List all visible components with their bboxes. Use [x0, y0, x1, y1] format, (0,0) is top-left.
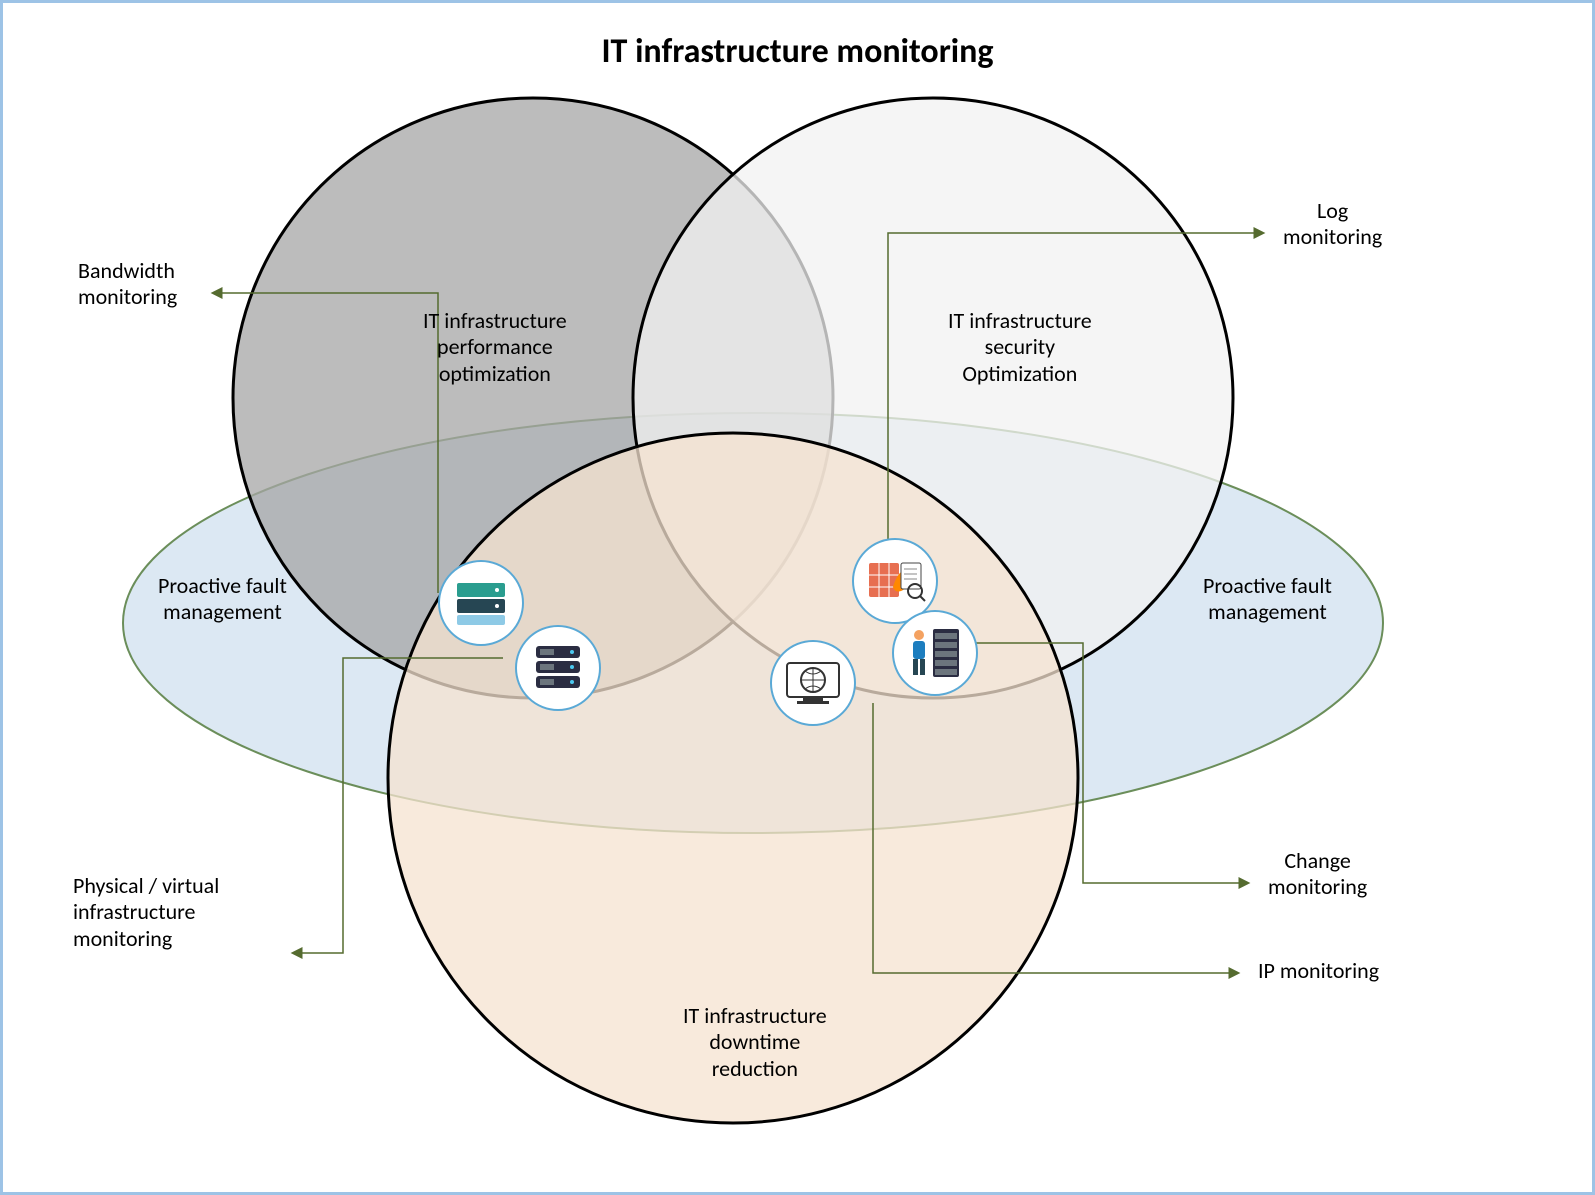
icon-storage: [516, 626, 600, 710]
label-physical: Physical / virtual infrastructure monito…: [73, 873, 219, 952]
label-log: Log monitoring: [1283, 198, 1382, 251]
label-change: Change monitoring: [1268, 848, 1367, 901]
icon-globe-monitor: [771, 641, 855, 725]
label-performance: IT infrastructure performance optimizati…: [423, 308, 567, 387]
label-ip: IP monitoring: [1258, 958, 1379, 984]
label-security: IT infrastructure security Optimization: [948, 308, 1092, 387]
diagram-frame: IT infrastructure monitoring: [0, 0, 1595, 1195]
label-downtime: IT infrastructure downtime reduction: [683, 1003, 827, 1082]
icon-servers: [439, 561, 523, 645]
icon-firewall: [853, 539, 937, 623]
label-bandwidth: Bandwidth monitoring: [78, 258, 177, 311]
label-pfm-right: Proactive fault management: [1203, 573, 1332, 626]
icon-admin-rack: [893, 611, 977, 695]
label-pfm-left: Proactive fault management: [158, 573, 287, 626]
